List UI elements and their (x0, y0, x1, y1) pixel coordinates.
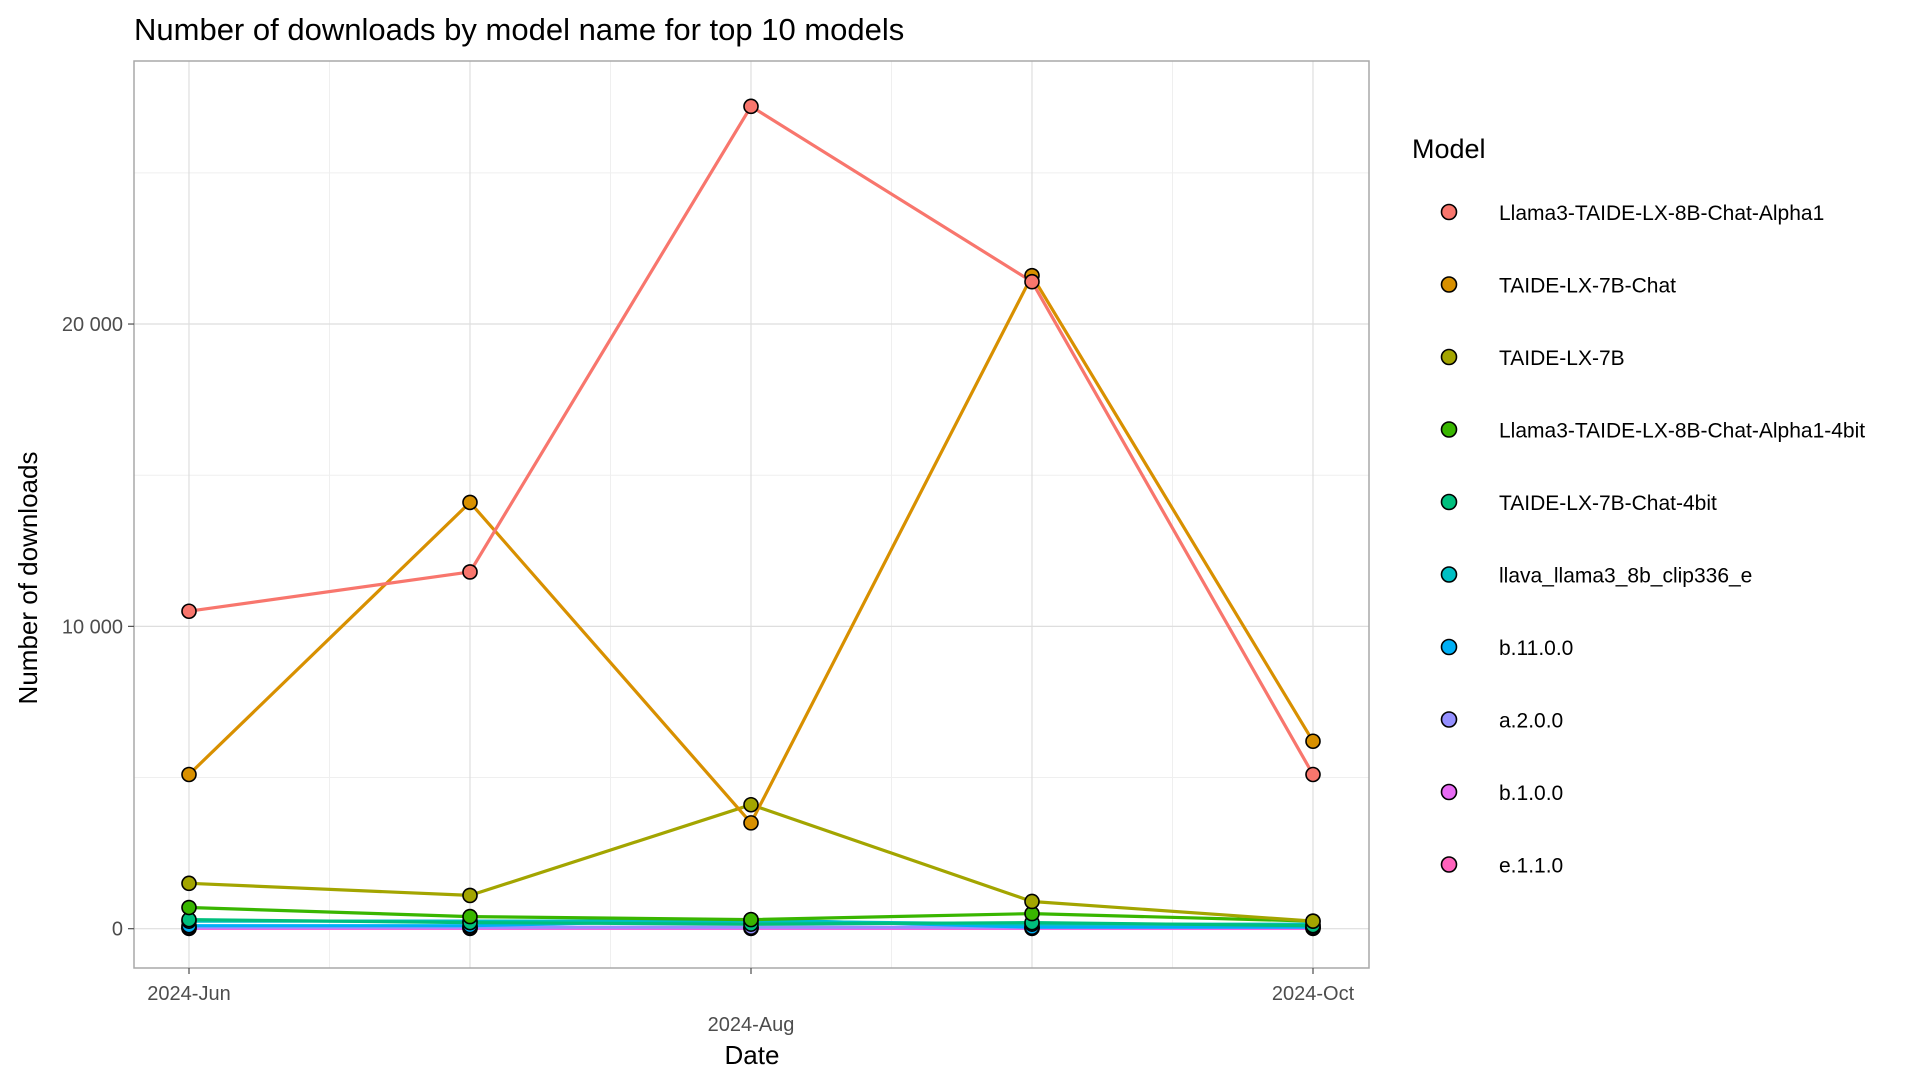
data-point (462, 908, 478, 925)
legend-key (1440, 638, 1458, 656)
legend-label: a.2.0.0 (1499, 710, 1563, 733)
data-point (1024, 893, 1040, 910)
data-point (743, 911, 759, 928)
x-tick-label: 2024-Jun (147, 983, 230, 1005)
legend-label: Llama3-TAIDE-LX-8B-Chat-Alpha1-4bit (1499, 420, 1865, 443)
plot-area: 0 10 000 20 000 2024-Jun 2024-Aug 2024-Oct (62, 60, 1370, 1036)
legend-label: TAIDE-LX-7B-Chat-4bit (1499, 492, 1717, 515)
data-point (181, 766, 197, 783)
y-tick-label: 0 (112, 919, 123, 941)
data-point (462, 494, 478, 511)
x-tick-label: 2024-Oct (1272, 983, 1355, 1005)
y-tick-label: 10 000 (62, 616, 123, 638)
legend-key (1440, 493, 1458, 511)
data-point (1024, 273, 1040, 290)
legend-label: TAIDE-LX-7B (1499, 347, 1625, 370)
legend-key (1440, 783, 1458, 801)
legend-label: e.1.1.0 (1499, 855, 1563, 878)
data-point (181, 603, 197, 620)
legend-key (1440, 421, 1458, 438)
legend-key (1440, 566, 1458, 583)
x-axis-title: Date (725, 1040, 780, 1070)
data-point (181, 899, 197, 916)
data-point (1305, 913, 1321, 929)
legend-key (1440, 856, 1458, 873)
legend-label: TAIDE-LX-7B-Chat (1499, 275, 1676, 298)
data-point (743, 815, 759, 831)
y-tick-label: 20 000 (62, 314, 123, 336)
legend: Model Llama3-TAIDE-LX-8B-Chat-Alpha1 TAID… (1412, 134, 1865, 878)
data-point (1305, 766, 1321, 783)
data-point (743, 98, 759, 115)
legend-key (1440, 711, 1458, 728)
data-point (743, 796, 759, 813)
chart-title: Number of downloads by model name for to… (134, 12, 904, 47)
legend-key (1440, 276, 1458, 293)
x-tick-label: 2024-Aug (708, 1014, 795, 1036)
legend-title: Model (1412, 134, 1486, 164)
data-point (181, 875, 197, 892)
y-axis-title: Number of downloads (13, 452, 43, 705)
data-point (462, 887, 478, 904)
data-point (1305, 733, 1321, 750)
legend-label: llava_llama3_8b_clip336_e (1499, 565, 1752, 588)
legend-label: b.11.0.0 (1499, 637, 1573, 660)
legend-key (1440, 203, 1458, 221)
legend-label: b.1.0.0 (1499, 782, 1563, 805)
data-point (462, 564, 478, 580)
legend-key (1440, 348, 1458, 366)
legend-label: Llama3-TAIDE-LX-8B-Chat-Alpha1 (1499, 202, 1824, 225)
